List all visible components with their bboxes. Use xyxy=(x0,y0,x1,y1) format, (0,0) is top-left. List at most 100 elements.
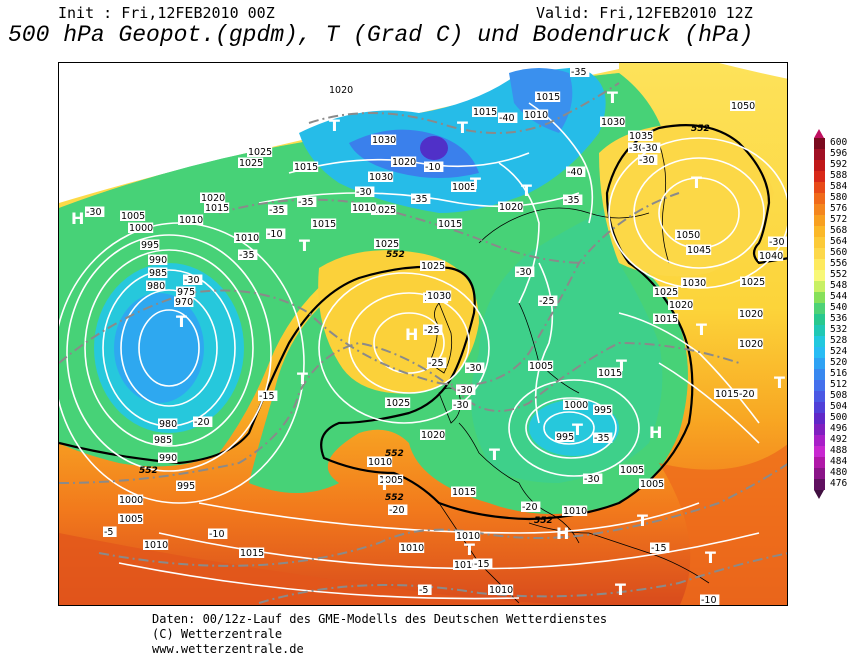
scale-value: 596 xyxy=(830,148,848,159)
scale-swatch xyxy=(814,369,825,380)
scale-entry: 584 xyxy=(810,182,856,193)
pressure-label-bg xyxy=(653,313,679,324)
temperature-label-bg xyxy=(208,528,228,539)
pressure-label-bg xyxy=(200,192,226,203)
pressure-center-marker: T xyxy=(457,118,468,137)
pressure-label: 1015 xyxy=(294,162,318,173)
contour-552-label: 552 xyxy=(534,516,553,526)
pressure-label-bg xyxy=(563,399,589,410)
pressure-label-bg xyxy=(675,229,701,240)
pressure-label-bg xyxy=(668,299,694,310)
scale-entry: 592 xyxy=(810,160,856,171)
pressure-label: 975 xyxy=(177,287,195,298)
pressure-center-marker: T xyxy=(705,548,716,567)
scale-swatch xyxy=(814,292,825,303)
pressure-label: 970 xyxy=(175,297,193,308)
pressure-center-marker: H xyxy=(405,325,418,344)
pressure-label: 1010 xyxy=(235,233,259,244)
footer-url[interactable]: www.wetterzentrale.de xyxy=(152,642,304,656)
temperature-label: -25 xyxy=(539,296,555,307)
scale-entry: 544 xyxy=(810,292,856,303)
scale-value: 504 xyxy=(830,401,848,412)
pressure-label-bg xyxy=(378,474,404,485)
scale-entry: 572 xyxy=(810,215,856,226)
pressure-label: 1015 xyxy=(654,314,678,325)
scale-value: 548 xyxy=(830,280,848,291)
scale-value: 532 xyxy=(830,324,848,335)
temperature-label-bg xyxy=(258,390,278,401)
scale-entry: 552 xyxy=(810,270,856,281)
scale-entry: 512 xyxy=(810,379,856,391)
pressure-label: 1000 xyxy=(119,495,143,506)
pressure-label-bg xyxy=(247,146,273,157)
contour-552-label: 552 xyxy=(139,466,158,476)
scale-value: 476 xyxy=(830,478,848,489)
scale-swatch xyxy=(814,270,825,281)
pressure-label: 1030 xyxy=(601,117,625,128)
scale-entry: 484 xyxy=(810,457,856,468)
pressure-label: 985 xyxy=(149,268,167,279)
pressure-label-bg xyxy=(311,218,337,229)
temperature-label-bg xyxy=(583,473,603,484)
footer-copyright: (C) Wetterzentrale xyxy=(152,627,283,641)
pressure-label-bg xyxy=(619,464,645,475)
pressure-label: 1010 xyxy=(352,203,376,214)
pressure-label: 1015 xyxy=(536,92,560,103)
pressure-label-bg xyxy=(234,232,260,243)
scale-entry: 564 xyxy=(810,237,856,248)
pressure-label-bg xyxy=(472,106,498,117)
pressure-label-bg xyxy=(730,100,756,111)
temperature-label: -5 xyxy=(104,527,113,538)
pressure-center-marker: T xyxy=(379,475,390,494)
scale-swatch xyxy=(814,479,825,490)
pressure-label: 1020 xyxy=(329,85,353,96)
pressure-label-bg xyxy=(239,547,265,558)
temperature-label-bg xyxy=(638,154,658,165)
scale-value: 488 xyxy=(830,445,848,456)
pressure-label-bg xyxy=(714,388,740,399)
scale-value: 568 xyxy=(830,225,848,236)
temperature-label: -15 xyxy=(651,543,667,554)
pressure-label: 1010 xyxy=(563,506,587,517)
temperature-label-bg xyxy=(768,236,787,247)
pressure-label: 1015 xyxy=(312,219,336,230)
temperature-label: -30 xyxy=(639,155,655,166)
scale-entry: 496 xyxy=(810,424,856,435)
pressure-label-bg xyxy=(148,254,168,265)
temperature-label-bg xyxy=(641,142,661,153)
scale-entry: 580 xyxy=(810,193,856,204)
scale-entry: 500 xyxy=(810,412,856,424)
pressure-label-bg xyxy=(143,539,169,550)
scale-value: 528 xyxy=(830,335,848,346)
temperature-label-bg xyxy=(424,161,444,172)
pressure-label-bg xyxy=(293,161,319,172)
pressure-label: 1030 xyxy=(372,135,396,146)
contour-552-labels: 552 552 552 552 552 552 xyxy=(139,124,710,526)
pressure-label: 1005 xyxy=(620,465,644,476)
scale-swatch xyxy=(814,204,825,215)
scale-swatch xyxy=(814,281,825,292)
pressure-center-marker: T xyxy=(297,369,308,388)
temperature-label-bg xyxy=(297,196,317,207)
pressure-label: 1005 xyxy=(121,211,145,222)
footer-data-source: Daten: 00/12z-Lauf des GME-Modells des D… xyxy=(152,612,608,626)
temperature-label-bg xyxy=(193,416,213,427)
scale-entry: 476 xyxy=(810,478,856,490)
scale-swatch xyxy=(814,171,825,182)
pressure-label: 1025 xyxy=(248,147,272,158)
pressure-label: 1015 xyxy=(452,487,476,498)
pressure-label-bg xyxy=(738,308,764,319)
scale-value: 560 xyxy=(830,247,848,258)
pressure-label-bg xyxy=(351,202,377,213)
temperature-label: -25 xyxy=(428,358,444,369)
scale-swatch xyxy=(814,193,825,204)
temperature-label-bg xyxy=(473,558,493,569)
scale-value: 500 xyxy=(830,412,848,423)
scale-value: 512 xyxy=(830,379,848,390)
scale-swatch xyxy=(814,215,825,226)
scale-entry: 532 xyxy=(810,324,856,336)
atlantic-low-core xyxy=(114,293,204,403)
temperature-label-bg xyxy=(266,228,286,239)
pressure-label-bg xyxy=(204,202,230,213)
